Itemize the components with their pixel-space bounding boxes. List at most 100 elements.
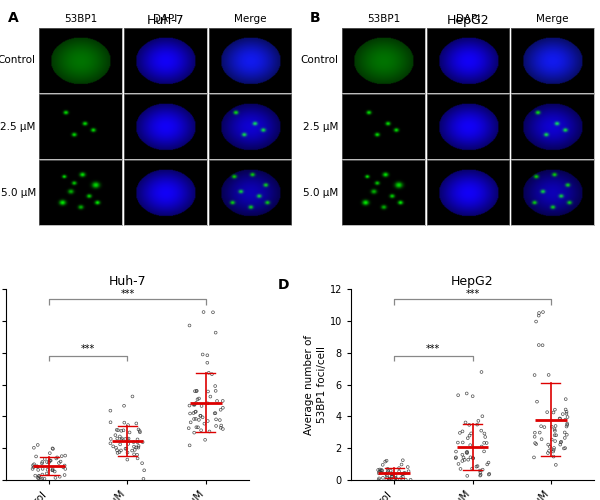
- Point: [479, 439, 489, 447]
- Point: [466, 454, 475, 462]
- Point: [186, 418, 196, 426]
- Point: [52, 454, 61, 462]
- Text: Merge: Merge: [536, 14, 569, 24]
- Point: [398, 456, 407, 464]
- Point: [562, 422, 571, 430]
- Point: [50, 468, 59, 475]
- Point: [42, 458, 52, 466]
- Point: [38, 470, 47, 478]
- Point: [558, 410, 568, 418]
- Point: [54, 459, 64, 467]
- Point: [556, 440, 565, 448]
- Point: [401, 476, 410, 484]
- Point: [134, 442, 143, 450]
- Point: [34, 472, 44, 480]
- Point: [212, 397, 222, 405]
- Point: [115, 448, 124, 456]
- Point: [381, 470, 391, 478]
- Point: [551, 432, 561, 440]
- Point: [119, 426, 128, 434]
- Point: [106, 440, 115, 448]
- Point: [388, 472, 397, 480]
- Point: [106, 435, 116, 443]
- Point: [530, 439, 540, 447]
- Point: [559, 444, 569, 452]
- Point: [460, 456, 469, 464]
- Point: [40, 455, 50, 463]
- Point: [203, 359, 212, 367]
- Point: [110, 431, 120, 439]
- Point: [37, 474, 47, 482]
- Point: [473, 417, 483, 425]
- Point: [556, 438, 565, 446]
- Point: [394, 464, 404, 472]
- Point: [38, 458, 47, 466]
- Point: [482, 439, 491, 447]
- Point: [459, 454, 469, 462]
- Point: [548, 408, 558, 416]
- Point: [194, 394, 204, 402]
- Point: [191, 415, 200, 423]
- Point: [378, 474, 388, 482]
- Point: [116, 436, 126, 444]
- Text: 2.5 μM: 2.5 μM: [1, 122, 36, 132]
- Point: [468, 392, 478, 400]
- Point: [544, 371, 553, 379]
- Point: [478, 412, 487, 420]
- Point: [47, 466, 57, 474]
- Point: [476, 468, 485, 476]
- Point: [550, 427, 560, 435]
- Point: [106, 418, 115, 426]
- Point: [386, 466, 395, 474]
- Point: [374, 468, 384, 476]
- Text: HepG2: HepG2: [447, 14, 490, 28]
- Point: [32, 462, 42, 470]
- Point: [211, 409, 220, 417]
- Text: A: A: [8, 12, 19, 26]
- Point: [388, 470, 397, 478]
- Point: [119, 418, 129, 426]
- Point: [28, 462, 38, 469]
- Point: [29, 460, 39, 468]
- Text: 5.0 μM: 5.0 μM: [303, 188, 338, 198]
- Point: [383, 468, 392, 476]
- Point: [382, 472, 392, 480]
- Text: ***: ***: [466, 288, 479, 298]
- Point: [190, 428, 199, 436]
- Point: [543, 449, 553, 457]
- Point: [34, 474, 43, 482]
- Point: [549, 446, 559, 454]
- Point: [203, 417, 212, 425]
- Point: [192, 387, 202, 395]
- Point: [129, 438, 139, 446]
- Point: [375, 466, 385, 473]
- Point: [125, 428, 134, 436]
- Point: [463, 456, 473, 464]
- Text: ***: ***: [121, 288, 134, 298]
- Point: [130, 446, 140, 454]
- Point: [406, 476, 415, 484]
- Point: [397, 474, 406, 482]
- Text: B: B: [310, 12, 321, 26]
- Point: [190, 401, 199, 409]
- Point: [399, 469, 409, 477]
- Point: [131, 444, 141, 452]
- Point: [112, 426, 122, 434]
- Point: [378, 461, 388, 469]
- Point: [56, 458, 65, 466]
- Point: [185, 442, 194, 450]
- Point: [210, 410, 220, 418]
- Point: [560, 416, 570, 424]
- Point: [218, 397, 227, 405]
- Point: [109, 442, 118, 450]
- Point: [218, 425, 227, 433]
- Point: [45, 457, 55, 465]
- Point: [451, 454, 461, 462]
- Point: [555, 414, 565, 422]
- Point: [50, 474, 60, 482]
- Point: [31, 472, 40, 480]
- Point: [197, 402, 206, 410]
- Point: [556, 414, 565, 422]
- Point: [563, 413, 572, 421]
- Point: [48, 445, 58, 453]
